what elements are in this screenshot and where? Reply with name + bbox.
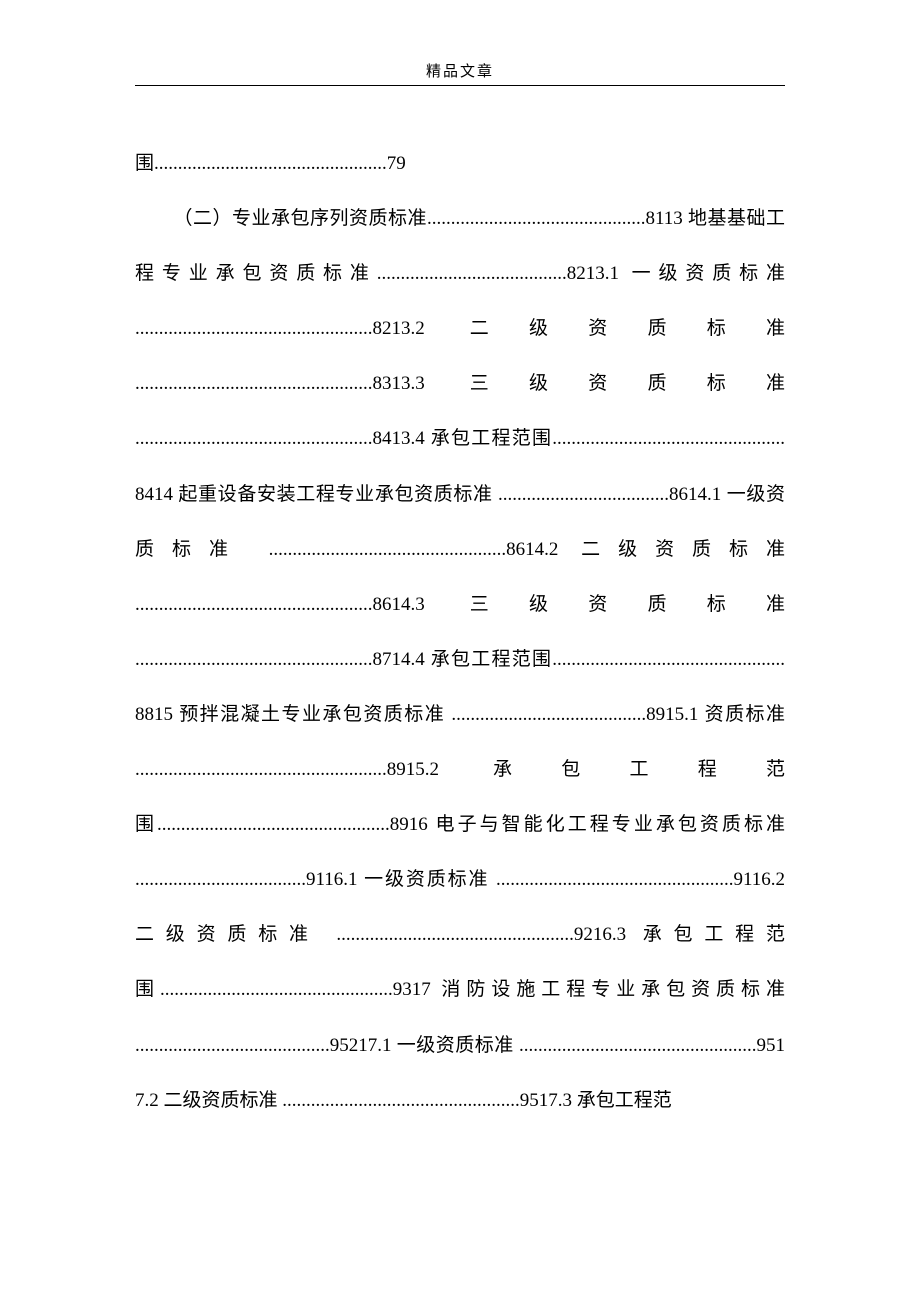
- document-body: 围.......................................…: [135, 136, 785, 1128]
- document-page: 精品文章 围..................................…: [0, 0, 920, 1208]
- body-text: 围.......................................…: [135, 136, 785, 1128]
- header-title: 精品文章: [426, 64, 494, 80]
- header-underline: [135, 85, 785, 86]
- page-header: 精品文章: [135, 60, 785, 81]
